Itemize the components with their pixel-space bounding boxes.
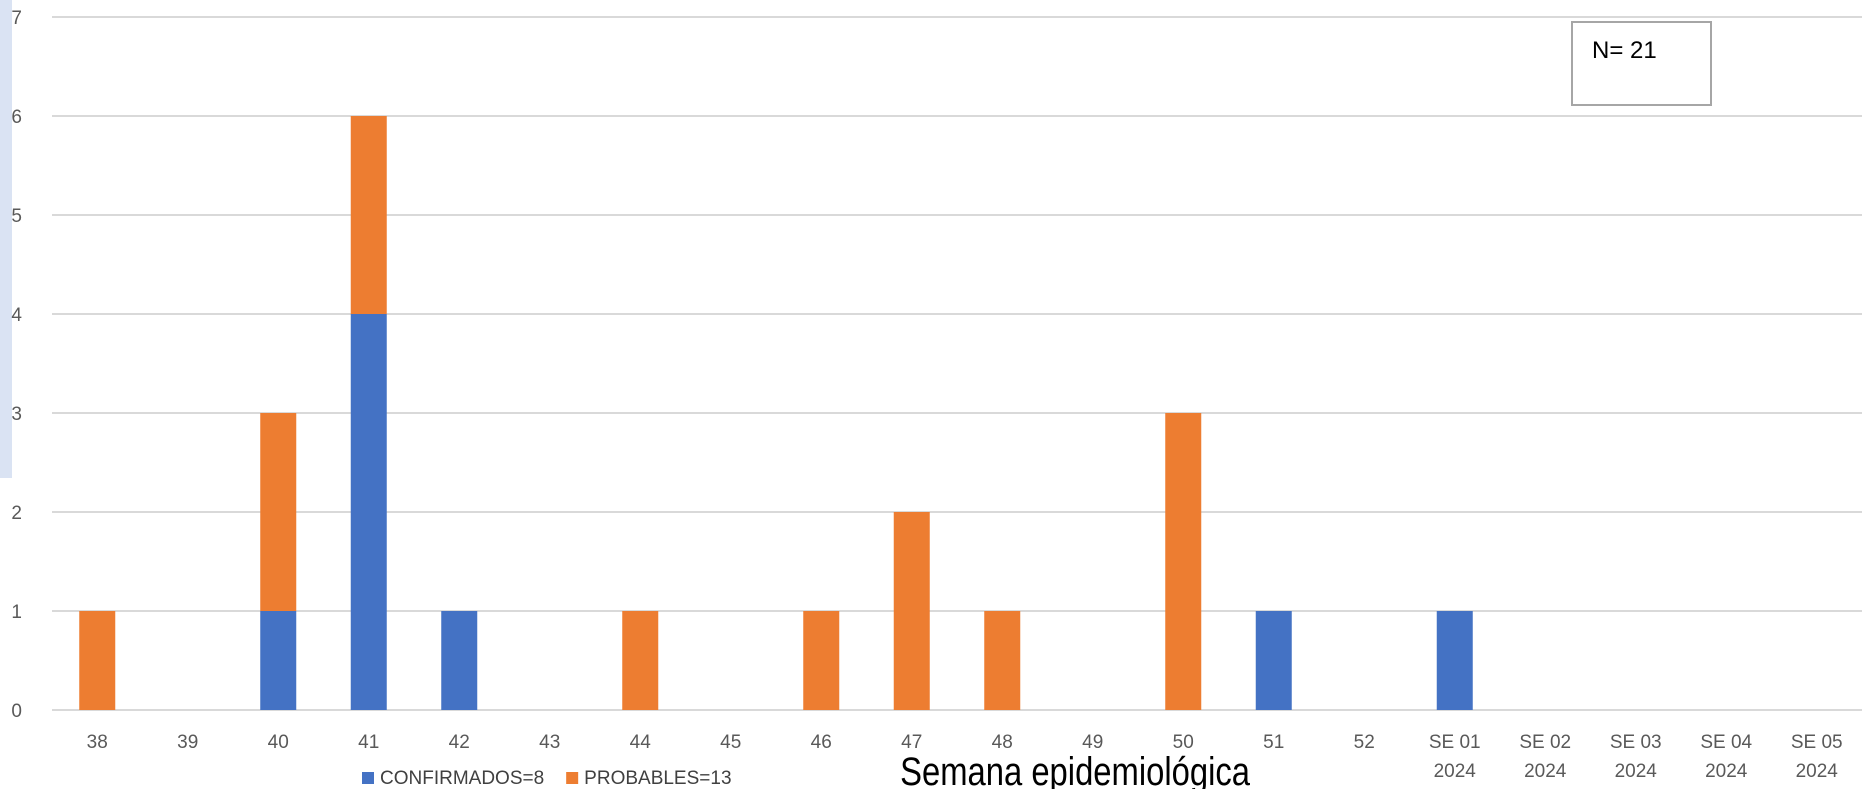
y-tick-label: 5 bbox=[11, 206, 22, 227]
bar-segment bbox=[441, 611, 478, 710]
x-tick-label: 52 bbox=[1354, 732, 1375, 753]
x-tick-label: SE 05 2024 bbox=[1791, 732, 1843, 782]
x-tick-label: SE 04 2024 bbox=[1700, 732, 1752, 782]
x-tick-label: 38 bbox=[87, 732, 108, 753]
legend-swatch bbox=[362, 772, 374, 784]
x-tick-label: 40 bbox=[268, 732, 289, 753]
y-tick-label: 6 bbox=[11, 107, 22, 128]
legend-label: CONFIRMADOS=8 bbox=[380, 768, 544, 789]
legend-swatch bbox=[566, 772, 579, 784]
bar-segment bbox=[893, 512, 930, 710]
bar-segment bbox=[350, 116, 387, 314]
x-tick-label: SE 01 2024 bbox=[1429, 732, 1481, 782]
bar-segment bbox=[622, 611, 659, 710]
annotation-text: N= 21 bbox=[1592, 37, 1657, 64]
annotation-box: N= 21 bbox=[1571, 21, 1712, 106]
bar-segment bbox=[1165, 413, 1202, 710]
x-tick-label: 49 bbox=[1082, 732, 1103, 753]
x-tick-label: SE 03 2024 bbox=[1610, 732, 1662, 782]
bar-segment bbox=[984, 611, 1021, 710]
legend: CONFIRMADOS=8 PROBABLES=13 bbox=[362, 768, 732, 789]
y-tick-label: 7 bbox=[11, 8, 22, 29]
x-tick-label: 43 bbox=[539, 732, 560, 753]
y-axis-ticks: 0 1 2 3 4 5 6 7 bbox=[11, 8, 22, 722]
y-tick-label: 0 bbox=[11, 701, 22, 722]
y-tick-label: 3 bbox=[11, 404, 22, 425]
x-axis-ticks: 38 39 40 41 42 43 44 45 46 47 48 49 50 51 52 SE 01 2024 S… bbox=[87, 732, 1843, 782]
bar-segment bbox=[1436, 611, 1473, 710]
x-axis-title: Semana epidemiológica bbox=[900, 749, 1250, 789]
bar-segment bbox=[260, 611, 297, 710]
x-tick-label: 42 bbox=[449, 732, 470, 753]
bar-segment bbox=[79, 611, 116, 710]
left-edge-decoration bbox=[0, 0, 12, 478]
y-tick-label: 4 bbox=[11, 305, 22, 326]
x-tick-label: 47 bbox=[901, 732, 922, 753]
x-tick-label: 41 bbox=[358, 732, 379, 753]
x-tick-label: 44 bbox=[630, 732, 652, 753]
x-tick-label: 50 bbox=[1173, 732, 1194, 753]
x-tick-label: 48 bbox=[992, 732, 1013, 753]
legend-label: PROBABLES=13 bbox=[584, 768, 731, 789]
bar-segment bbox=[803, 611, 840, 710]
x-tick-label: 46 bbox=[811, 732, 832, 753]
x-tick-label: 45 bbox=[720, 732, 741, 753]
bar-segment bbox=[1255, 611, 1292, 710]
bar-segment bbox=[260, 413, 297, 611]
y-tick-label: 1 bbox=[11, 602, 22, 623]
x-tick-label: SE 02 2024 bbox=[1519, 732, 1571, 782]
y-tick-label: 2 bbox=[11, 503, 22, 524]
x-tick-label: 39 bbox=[177, 732, 198, 753]
bars bbox=[79, 116, 1473, 710]
bar-segment bbox=[350, 314, 387, 710]
gridlines bbox=[52, 16, 1862, 711]
annotation-box-frame bbox=[1571, 21, 1712, 106]
x-tick-label: 51 bbox=[1263, 732, 1284, 753]
